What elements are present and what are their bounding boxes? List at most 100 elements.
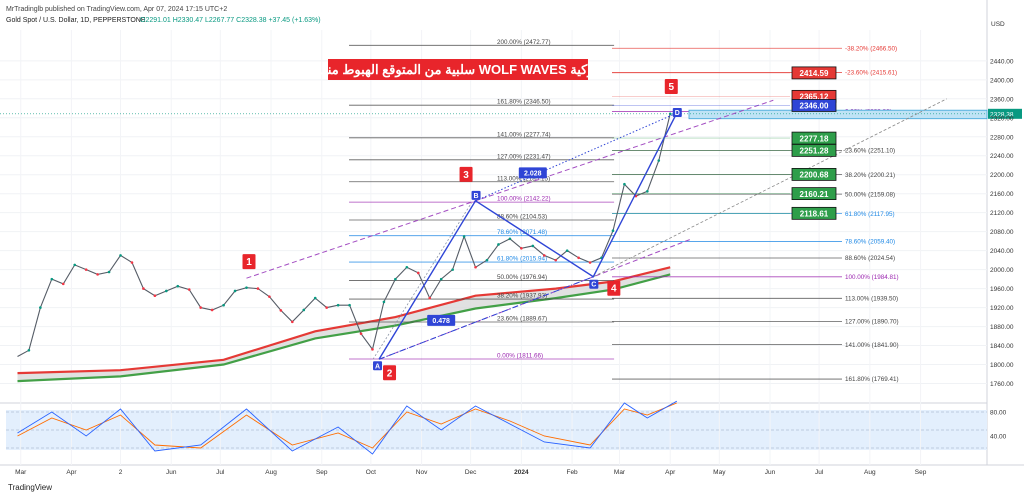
time-tick-label: Jul <box>216 469 225 476</box>
price-point <box>291 320 294 324</box>
price-point <box>96 273 99 276</box>
price-point <box>348 303 351 307</box>
price-point <box>646 190 649 193</box>
price-point <box>210 308 214 312</box>
fib-label-left: 61.80% (2015.94) <box>497 256 547 263</box>
ema-slow-line <box>17 273 671 383</box>
time-tick-label: Apr <box>665 469 676 476</box>
price-point <box>439 277 443 281</box>
target-label: 2277.18 <box>800 134 829 143</box>
stoch-tick-label: 80.00 <box>990 410 1007 417</box>
price-point <box>130 261 134 264</box>
target-box <box>791 143 837 157</box>
time-tick-label: Dec <box>465 469 477 476</box>
target-box <box>791 99 837 112</box>
price-tick-label: 2080.00 <box>990 229 1014 236</box>
target-label: 2414.59 <box>800 69 829 78</box>
time-tick-label: Mar <box>614 469 626 476</box>
stoch-d-line <box>17 402 677 449</box>
target-label: 2251.28 <box>800 147 829 156</box>
point-label: A <box>375 363 380 370</box>
price-point <box>222 303 225 307</box>
price-tick-label: 2040.00 <box>990 248 1014 255</box>
time-tick-label: 2 <box>119 469 123 476</box>
wolf-zigzag <box>378 112 678 360</box>
price-tick-label: 1760.00 <box>990 381 1014 388</box>
price-tick-label: 1800.00 <box>990 362 1014 369</box>
point-label-box <box>589 279 599 289</box>
price-point <box>497 243 500 246</box>
target-box <box>791 168 837 181</box>
ratio-box <box>427 314 456 326</box>
fib-label-right: 50.00% (2159.08) <box>845 191 895 198</box>
ohlc-readout: O2291.01 H2330.47 L2267.77 C2328.38 +37.… <box>140 17 321 24</box>
fib-label-right: 38.20% (2200.21) <box>845 172 895 179</box>
stoch-tick-label: 40.00 <box>990 434 1007 441</box>
price-point <box>142 287 145 290</box>
wave-label: 5 <box>669 82 675 93</box>
fib-label-right: 78.60% (2059.40) <box>845 239 895 246</box>
fib-label-left: 141.00% (2277.74) <box>497 131 551 138</box>
time-tick-label: Mar <box>15 469 27 476</box>
fib-label-left: 113.00% (2185.15) <box>497 175 550 182</box>
ratio-line-ac <box>378 276 594 360</box>
fib-label-right: 88.60% (2024.54) <box>845 255 895 262</box>
price-point <box>336 303 340 307</box>
price-point <box>256 287 260 290</box>
time-tick-label: 2024 <box>514 469 529 476</box>
target-box <box>791 206 837 220</box>
price-point <box>416 271 420 275</box>
price-point <box>39 306 42 309</box>
price-tick-label: 2360.00 <box>990 96 1014 103</box>
price-tick-label: 2000.00 <box>990 267 1014 274</box>
time-tick-label: Jun <box>765 469 776 476</box>
point-label-box <box>471 190 481 200</box>
ratio-label: 0.478 <box>432 318 450 325</box>
price-point <box>199 306 202 309</box>
price-point <box>565 249 569 252</box>
target-label: 2118.61 <box>800 210 829 219</box>
time-tick-label: Sep <box>316 469 328 476</box>
fib-label-left: 200.00% (2472.77) <box>497 39 551 46</box>
price-point <box>61 282 65 286</box>
point-label-box <box>373 361 383 371</box>
wave-label-box <box>664 79 678 95</box>
price-point <box>371 348 374 351</box>
price-point <box>233 289 237 293</box>
price-point <box>50 277 54 281</box>
price-point <box>611 229 615 233</box>
fib-label-right: 61.80% (2117.95) <box>845 211 895 218</box>
price-point <box>588 261 592 264</box>
price-tick-label: 1960.00 <box>990 286 1014 293</box>
price-point <box>405 265 409 269</box>
fib-label-left: 161.80% (2346.50) <box>497 99 551 106</box>
price-tick-label: 2120.00 <box>990 210 1014 217</box>
fib-label-right: -23.60% (2415.61) <box>845 70 897 77</box>
last-price-label: 2328.38 <box>990 111 1014 118</box>
time-tick-label: Oct <box>366 469 376 476</box>
price-point <box>451 268 454 271</box>
price-point <box>325 306 328 309</box>
fib-label-right: -38.20% (2466.50) <box>845 45 897 52</box>
price-point <box>187 288 191 291</box>
price-tick-label: 2320.00 <box>990 115 1014 122</box>
fib-label-left: 38.20% (1937.93) <box>497 293 547 300</box>
stoch-k-line <box>17 400 678 455</box>
wave-label: 1 <box>246 257 252 268</box>
price-tick-label: 2160.00 <box>990 191 1014 198</box>
price-tick-label: 1920.00 <box>990 305 1014 312</box>
wave-label: 3 <box>463 170 469 181</box>
price-tick-label: 1840.00 <box>990 343 1014 350</box>
price-point <box>394 277 397 281</box>
time-tick-label: Sep <box>915 469 927 476</box>
price-point <box>542 254 546 257</box>
currency-label: USD <box>991 21 1005 28</box>
price-point <box>474 265 477 269</box>
time-tick-label: Apr <box>66 469 77 476</box>
price-point <box>84 268 88 271</box>
time-tick-label: Aug <box>265 469 277 476</box>
target-box <box>791 187 837 201</box>
ratio-label: 2.028 <box>524 170 542 177</box>
